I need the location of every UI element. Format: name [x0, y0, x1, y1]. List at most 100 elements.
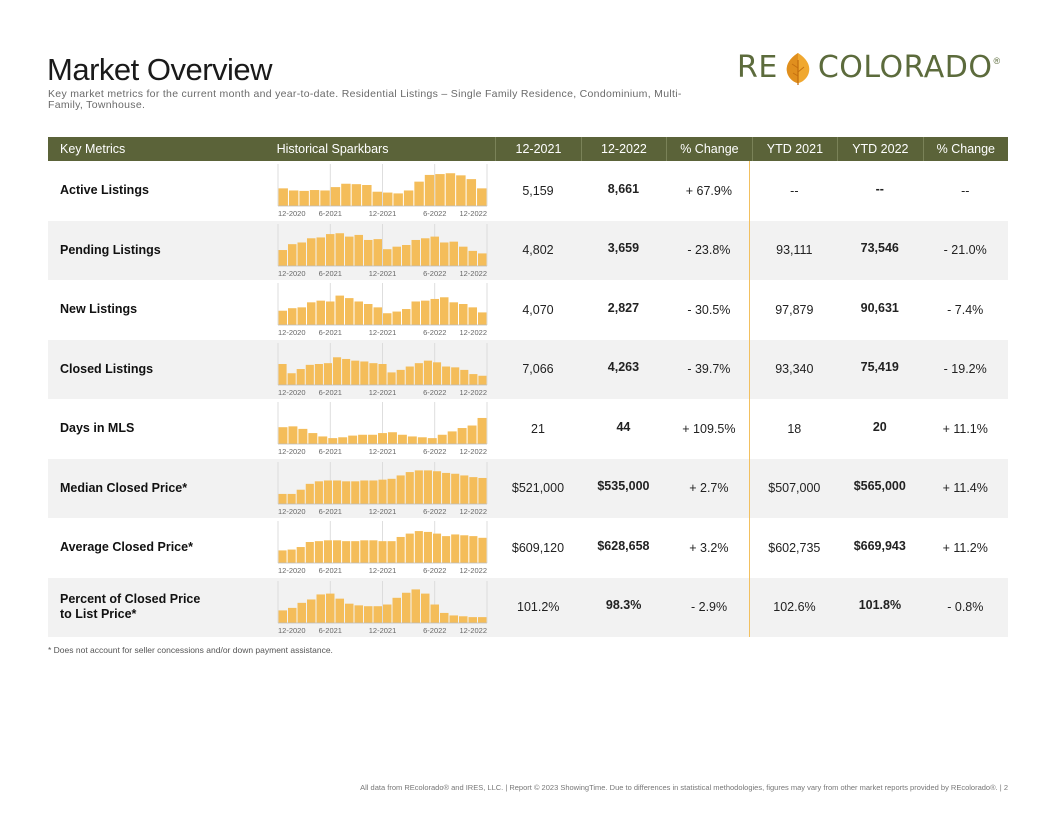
spark-bar [323, 362, 332, 385]
spark-bar [396, 369, 405, 385]
header-historical-sparkbars: Historical Sparkbars [276, 142, 389, 156]
spark-bar [350, 480, 359, 504]
spark-bar [307, 598, 316, 623]
spark-bar [314, 363, 323, 385]
ytd-2022-value: $669,943 [853, 538, 906, 553]
spark-axis-label: 6-2022 [423, 566, 446, 575]
spark-axis-label: 12-2021 [368, 447, 396, 456]
spark-bar [413, 181, 424, 206]
header-ytd-2021: YTD 2021 [751, 137, 837, 161]
spark-bar [354, 234, 363, 266]
spark-bar [459, 535, 468, 563]
spark-axis-label: 12-2020 [278, 328, 306, 337]
spark-bar [363, 304, 373, 325]
spark-bar [445, 173, 455, 206]
spark-bar [319, 190, 330, 206]
ytd-2022-value: -- [875, 181, 884, 196]
spark-bar [420, 237, 430, 266]
sparkbar-chart: 12-2020 6-2021 12-2021 6-2022 12-2022 [277, 280, 496, 340]
ytd-change-value: - 21.0% [943, 243, 987, 258]
spark-bar [468, 536, 478, 563]
spark-bar [393, 193, 403, 206]
spark-bar [350, 360, 359, 385]
spark-bar [344, 298, 354, 325]
spark-axis-label: 6-2021 [318, 507, 341, 516]
spark-bar [396, 536, 405, 563]
spark-bar [305, 364, 314, 385]
spark-bar [297, 307, 306, 325]
ytd-2021-value: 93,340 [775, 362, 814, 377]
spark-bar [450, 534, 459, 563]
spark-bar [423, 531, 432, 563]
spark-bar [363, 239, 373, 266]
spark-bar [403, 190, 413, 206]
ytd-2022-value: 90,631 [860, 300, 899, 315]
spark-axis-label: 6-2021 [318, 566, 341, 575]
spark-axis-label: 6-2022 [423, 626, 446, 635]
ytd-2022-value: 101.8% [858, 598, 902, 613]
metric-label: Pending Listings [60, 242, 161, 257]
spark-bar [439, 241, 449, 266]
spark-bar [344, 236, 354, 266]
spark-axis-label: 12-2021 [369, 626, 397, 635]
month-2021-value: 5,159 [522, 183, 554, 198]
month-2022-value: 44 [616, 419, 631, 434]
month-2022-value: 8,661 [607, 181, 640, 196]
spark-bar [359, 360, 368, 385]
spark-axis-label: 6-2022 [423, 328, 446, 337]
ytd-2021-value: 93,111 [776, 243, 813, 258]
spark-bar [392, 597, 401, 623]
table-row: Average Closed Price* 12-2020 6-2021 12-202… [48, 518, 1008, 578]
spark-bar [414, 469, 423, 504]
spark-axis-label: 6-2021 [319, 626, 342, 635]
spark-bar [437, 434, 447, 444]
spark-bar [332, 356, 341, 385]
spark-bar [382, 192, 393, 206]
spark-bar [401, 244, 411, 266]
spark-bar [330, 187, 340, 206]
spark-bar [372, 191, 382, 206]
spark-bar [306, 237, 316, 266]
ytd-divider [749, 161, 750, 637]
month-2022-value: $628,658 [597, 538, 650, 553]
spark-bar [478, 537, 487, 563]
spark-bar [402, 592, 411, 623]
spark-axis-label: 12-2020 [278, 626, 306, 635]
spark-bar [411, 301, 420, 325]
month-2021-value: 7,066 [522, 362, 554, 377]
spark-axis-label: 12-2021 [368, 507, 396, 516]
spark-bar [441, 536, 450, 563]
header-month-2022: 12-2022 [580, 137, 666, 161]
spark-bar [278, 310, 287, 325]
spark-bar [340, 183, 351, 206]
spark-bar [377, 433, 387, 444]
spark-bar [392, 311, 401, 325]
spark-bar [449, 302, 458, 325]
spark-axis-label: 12-2021 [368, 388, 396, 397]
spark-bar [441, 366, 450, 385]
spark-axis-label: 12-2022 [459, 507, 487, 516]
sparkbar-chart: 12-2020 6-2021 12-2021 6-2022 12-2022 [277, 518, 496, 578]
spark-axis-label: 12-2021 [368, 566, 396, 575]
spark-bar [466, 179, 476, 206]
table-row: Pending Listings 12-2020 6-2021 12-2021 6-20… [48, 220, 1008, 280]
aspen-leaf-icon [786, 53, 810, 85]
spark-bar [407, 436, 417, 444]
month-2021-value: 21 [531, 421, 545, 436]
spark-bar [432, 470, 441, 504]
sparkbar-chart: 12-2020 6-2021 12-2021 6-2022 12-2022 [277, 399, 496, 459]
spark-bar [309, 190, 319, 206]
logo-text-re: RE [737, 50, 778, 85]
spark-bar [447, 431, 457, 444]
ytd-change-value: - 0.8% [947, 600, 984, 615]
spark-bar [458, 304, 468, 325]
spark-bar [432, 361, 441, 385]
spark-bar [397, 434, 407, 444]
spark-bar [354, 301, 363, 325]
spark-axis-label: 12-2020 [278, 507, 306, 516]
spark-bar [440, 612, 449, 623]
spark-bar [316, 593, 325, 623]
month-2021-value: $521,000 [511, 481, 565, 496]
ytd-change-value: + 11.2% [942, 540, 988, 555]
market-metrics-table: Key Metrics Historical Sparkbars 12-2021… [48, 137, 1008, 637]
